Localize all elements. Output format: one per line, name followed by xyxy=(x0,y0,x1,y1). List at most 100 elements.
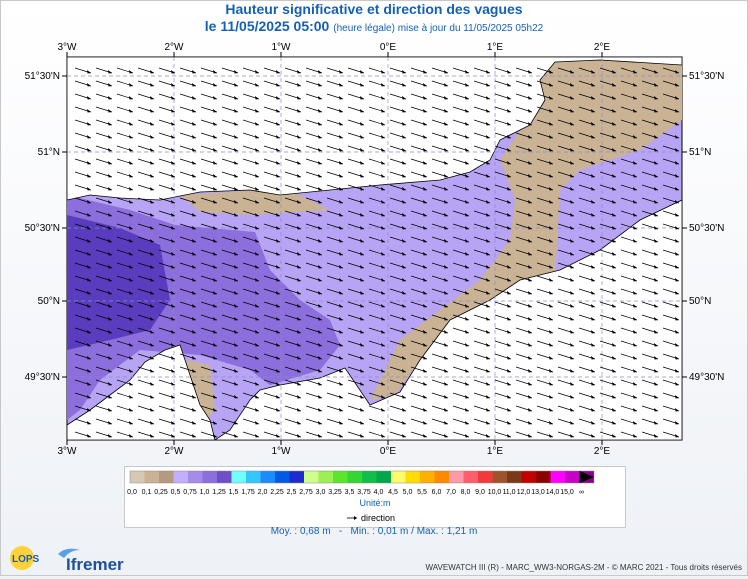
direction-arrow-head xyxy=(402,148,406,152)
direction-arrow-head xyxy=(570,148,574,152)
direction-arrow-head xyxy=(192,434,196,438)
direction-arrow-head xyxy=(486,382,490,386)
direction-arrow-head xyxy=(150,109,154,113)
direction-arrow-head xyxy=(591,135,595,139)
direction-arrow-head xyxy=(192,252,196,256)
direction-arrow-head xyxy=(108,252,112,256)
direction-arrow-head xyxy=(255,226,259,230)
legend-tick-label: 9,0 xyxy=(475,489,485,496)
direction-arrow-head xyxy=(318,356,322,360)
direction-arrow-head xyxy=(507,226,511,230)
direction-arrow-head xyxy=(297,343,301,347)
direction-arrow-head xyxy=(339,421,343,425)
legend-swatch xyxy=(275,471,290,483)
direction-arrow-head xyxy=(150,200,154,204)
direction-arrow-head xyxy=(486,83,490,87)
direction-arrow-head xyxy=(234,382,238,386)
direction-arrow-head xyxy=(276,369,280,373)
direction-arrow-head xyxy=(108,109,112,113)
direction-arrow-head xyxy=(381,174,385,178)
direction-arrow-head xyxy=(402,135,406,139)
direction-arrow-head xyxy=(108,135,112,139)
direction-arrow-head xyxy=(381,96,385,100)
direction-arrow-head xyxy=(171,226,175,230)
direction-arrow-head xyxy=(108,122,112,126)
direction-arrow-head xyxy=(129,330,133,334)
direction-arrow-head xyxy=(633,239,637,243)
direction-arrow-head xyxy=(675,135,679,139)
direction-arrow-head xyxy=(255,265,259,269)
direction-arrow-head xyxy=(255,343,259,347)
direction-arrow-head xyxy=(654,83,658,87)
direction-arrow-head xyxy=(570,421,574,425)
direction-arrow-head xyxy=(444,174,448,178)
direction-arrow-head xyxy=(465,226,469,230)
direction-arrow-head xyxy=(402,161,406,165)
direction-arrow-head xyxy=(150,408,154,412)
direction-arrow-head xyxy=(612,70,616,74)
direction-arrow-head xyxy=(297,148,301,152)
direction-arrow-head xyxy=(360,200,364,204)
direction-arrow-head xyxy=(87,226,91,230)
direction-arrow-head xyxy=(381,187,385,191)
direction-arrow-head xyxy=(528,408,532,412)
legend-swatch xyxy=(304,471,319,483)
direction-arrow-head xyxy=(570,408,574,412)
direction-arrow-head xyxy=(570,343,574,347)
direction-arrow-head xyxy=(150,278,154,282)
direction-arrow-head xyxy=(654,200,658,204)
wave-zone-high xyxy=(67,215,170,350)
direction-arrow-head xyxy=(150,382,154,386)
direction-arrow-head xyxy=(486,356,490,360)
direction-arrow-head xyxy=(150,369,154,373)
direction-arrow-head xyxy=(339,239,343,243)
direction-arrow-head xyxy=(570,200,574,204)
lon-label-bottom: 2°W xyxy=(165,446,185,457)
direction-arrow-head xyxy=(507,265,511,269)
direction-arrow-head xyxy=(507,291,511,295)
direction-arrow-head xyxy=(654,122,658,126)
direction-arrow-head xyxy=(591,343,595,347)
direction-arrow-head xyxy=(528,200,532,204)
direction-arrow-head xyxy=(129,252,133,256)
legend-swatch xyxy=(246,471,261,483)
direction-arrow-head xyxy=(318,382,322,386)
direction-arrow-head xyxy=(444,252,448,256)
direction-arrow-head xyxy=(675,239,679,243)
direction-arrow-head xyxy=(213,421,217,425)
direction-arrow-head xyxy=(486,252,490,256)
direction-arrow-head xyxy=(108,70,112,74)
direction-arrow-head xyxy=(465,265,469,269)
direction-arrow-head xyxy=(87,421,91,425)
direction-arrow-head xyxy=(297,330,301,334)
direction-arrow-head xyxy=(339,382,343,386)
direction-arrow-head xyxy=(255,148,259,152)
direction-arrow-head xyxy=(234,109,238,113)
direction-arrow-head xyxy=(654,304,658,308)
direction-arrow-head xyxy=(297,252,301,256)
direction-arrow-head xyxy=(423,356,427,360)
direction-arrow-head xyxy=(549,252,553,256)
direction-arrow-head xyxy=(129,304,133,308)
direction-arrow-head xyxy=(381,109,385,113)
direction-arrow-head xyxy=(633,122,637,126)
direction-arrow-head xyxy=(297,356,301,360)
direction-arrow-head xyxy=(297,239,301,243)
direction-arrow-head xyxy=(528,421,532,425)
direction-arrow-head xyxy=(192,317,196,321)
lat-label-right: 51°30'N xyxy=(689,71,724,82)
direction-arrow-head xyxy=(486,304,490,308)
direction-arrow-head xyxy=(402,200,406,204)
direction-arrow-head xyxy=(675,304,679,308)
direction-arrow-head xyxy=(129,278,133,282)
direction-arrow-head xyxy=(591,148,595,152)
direction-arrow-head xyxy=(192,135,196,139)
direction-arrow-head xyxy=(129,382,133,386)
direction-arrow-head xyxy=(633,135,637,139)
direction-arrow-head xyxy=(192,265,196,269)
direction-arrow-head xyxy=(381,408,385,412)
direction-arrow-head xyxy=(444,343,448,347)
direction-arrow-head xyxy=(255,369,259,373)
direction-arrow-head xyxy=(129,109,133,113)
direction-arrow-head xyxy=(276,187,280,191)
